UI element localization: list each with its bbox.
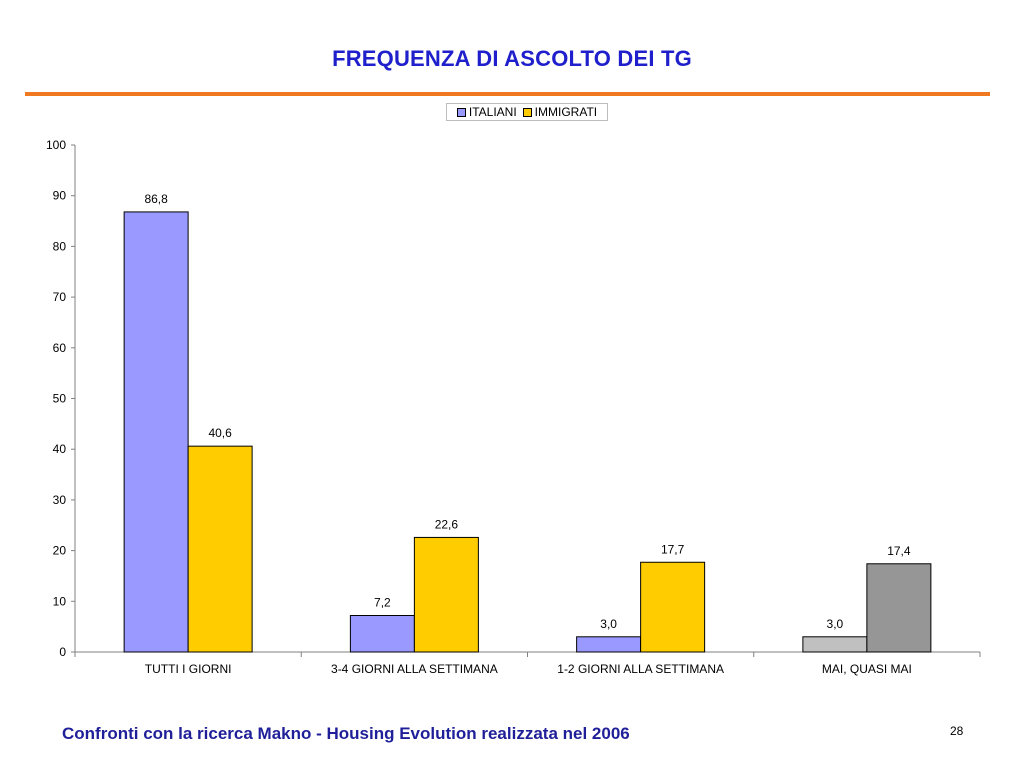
data-label-italiani-3: 3,0	[827, 617, 844, 631]
y-tick-label-10: 10	[53, 594, 67, 608]
x-category-label: TUTTI I GIORNI	[145, 662, 232, 676]
bar-immigrati-0	[187, 445, 253, 653]
bar-immigrati-2	[640, 561, 706, 653]
legend-swatch-italiani	[456, 107, 466, 117]
y-tick-label-30: 30	[53, 493, 67, 507]
bar-italiani-0	[123, 211, 189, 653]
chart-bars	[123, 211, 932, 653]
x-category-label: 1-2 GIORNI ALLA SETTIMANA	[557, 662, 724, 676]
y-tick-label-50: 50	[53, 392, 67, 406]
legend-item-italiani: ITALIANI	[456, 105, 517, 119]
x-category-label: 3-4 GIORNI ALLA SETTIMANA	[331, 662, 498, 676]
data-label-italiani-1: 7,2	[374, 595, 391, 609]
y-tick-label-0: 0	[59, 645, 66, 659]
bar-immigrati-1	[413, 536, 479, 653]
bar-italiani-2	[576, 636, 642, 653]
title-divider	[25, 92, 990, 96]
data-label-immigrati-1: 22,6	[435, 517, 459, 531]
y-tick-label-100: 100	[46, 138, 66, 152]
y-tick-label-70: 70	[53, 290, 67, 304]
footer-source: Confronti con la ricerca Makno - Housing…	[62, 724, 630, 743]
legend-swatch-immigrati	[522, 107, 532, 117]
data-label-italiani-2: 3,0	[600, 617, 617, 631]
x-category-label: MAI, QUASI MAI	[822, 662, 912, 676]
y-tick-label-40: 40	[53, 442, 67, 456]
bar-immigrati-3	[866, 563, 932, 653]
y-tick-label-20: 20	[53, 544, 67, 558]
data-label-immigrati-2: 17,7	[661, 542, 685, 556]
y-tick-label-90: 90	[53, 189, 67, 203]
data-label-immigrati-3: 17,4	[887, 544, 911, 558]
legend-item-immigrati: IMMIGRATI	[522, 105, 598, 119]
bar-italiani-1	[349, 614, 415, 653]
legend-label-immigrati: IMMIGRATI	[534, 105, 598, 119]
data-label-immigrati-0: 40,6	[208, 426, 232, 440]
data-label-italiani-0: 86,8	[144, 192, 168, 206]
slide-title: FREQUENZA DI ASCOLTO DEI TG	[332, 46, 692, 71]
chart-labels: 86,8 40,6 7,2 22,6 3,0 17,7 3,0 17,4	[144, 192, 910, 631]
y-tick-label-80: 80	[53, 239, 67, 253]
chart-legend: ITALIANI IMMIGRATI	[446, 103, 608, 121]
page-number: 28	[950, 724, 964, 738]
legend-label-italiani: ITALIANI	[468, 105, 517, 119]
y-tick-label-60: 60	[53, 341, 67, 355]
bar-italiani-3	[802, 636, 868, 653]
